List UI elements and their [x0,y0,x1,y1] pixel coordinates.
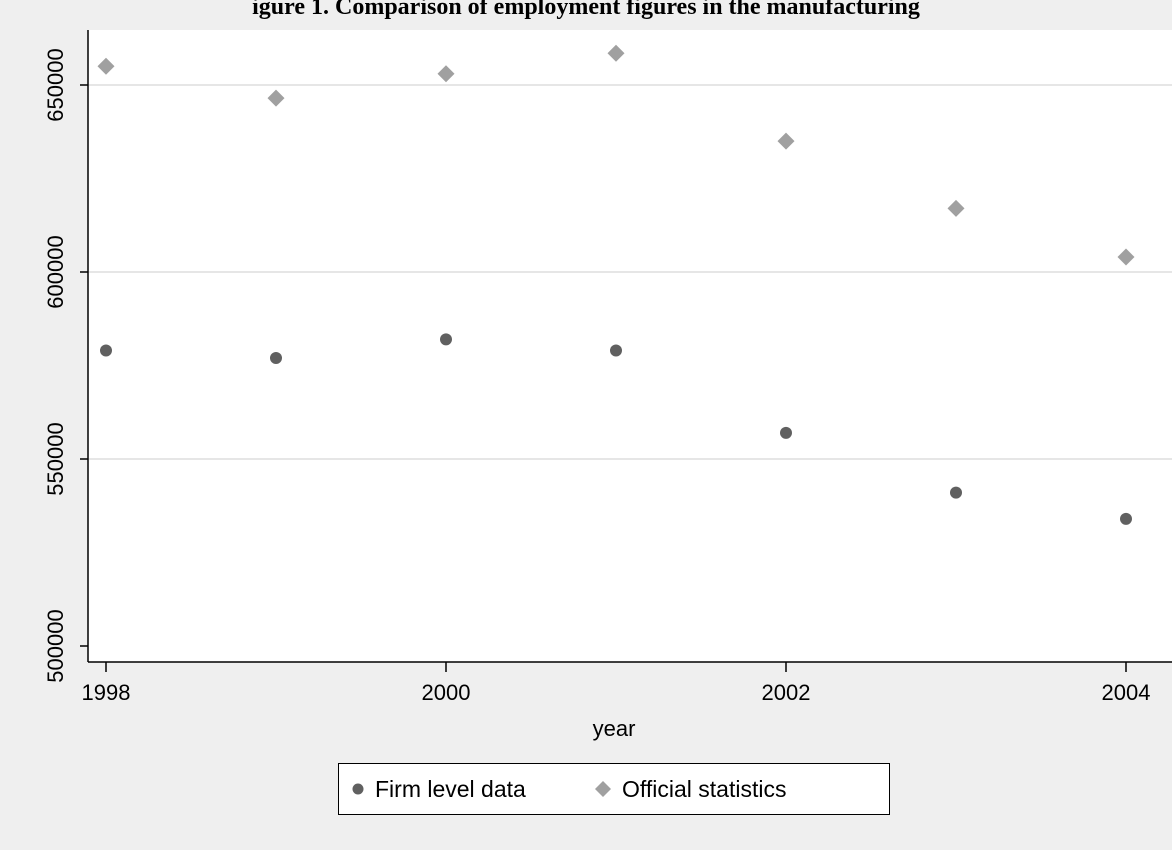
y-tick-label: 500000 [43,609,68,682]
official-statistics-point [97,57,115,75]
y-tick-label: 550000 [43,422,68,495]
official-statistics-point [777,132,795,150]
legend-item-official-statistics: Official statistics [594,764,786,814]
y-tick-label: 650000 [43,48,68,121]
legend-circle-marker-icon [352,783,364,795]
legend-label-firm-level: Firm level data [375,775,526,802]
official-statistics-point [607,44,625,62]
x-tick-label: 1998 [82,680,131,705]
official-statistics-point [947,199,965,217]
firm-level-point [950,486,962,499]
legend-item-firm-level: Firm level data [351,764,526,814]
firm-level-point [780,426,792,439]
axes: 500000 550000 600000 650000 1998 2000 2002 2004 [43,30,1172,705]
gridlines [88,84,1172,460]
x-tick-label: 2002 [762,680,811,705]
legend-label-official-statistics: Official statistics [622,775,787,802]
chart-title: igure 1. Comparison of employment figure… [252,0,920,20]
official-statistics-point [267,89,285,107]
x-tick-label: 2004 [1102,680,1151,705]
y-tick-label: 600000 [43,235,68,308]
plot-area [88,30,1172,662]
data-marks [97,44,1135,525]
firm-level-point [610,344,622,357]
firm-level-point [100,344,112,357]
legend-diamond-marker-icon [595,781,611,797]
official-statistics-point [437,65,455,83]
firm-level-point [1120,512,1132,525]
firm-level-point [270,352,282,365]
official-statistics-point [1117,248,1135,266]
legend: Firm level data Official statistics [338,763,890,815]
firm-level-point [440,333,452,346]
x-tick-label: 2000 [422,680,471,705]
x-axis-title: year [593,716,636,741]
